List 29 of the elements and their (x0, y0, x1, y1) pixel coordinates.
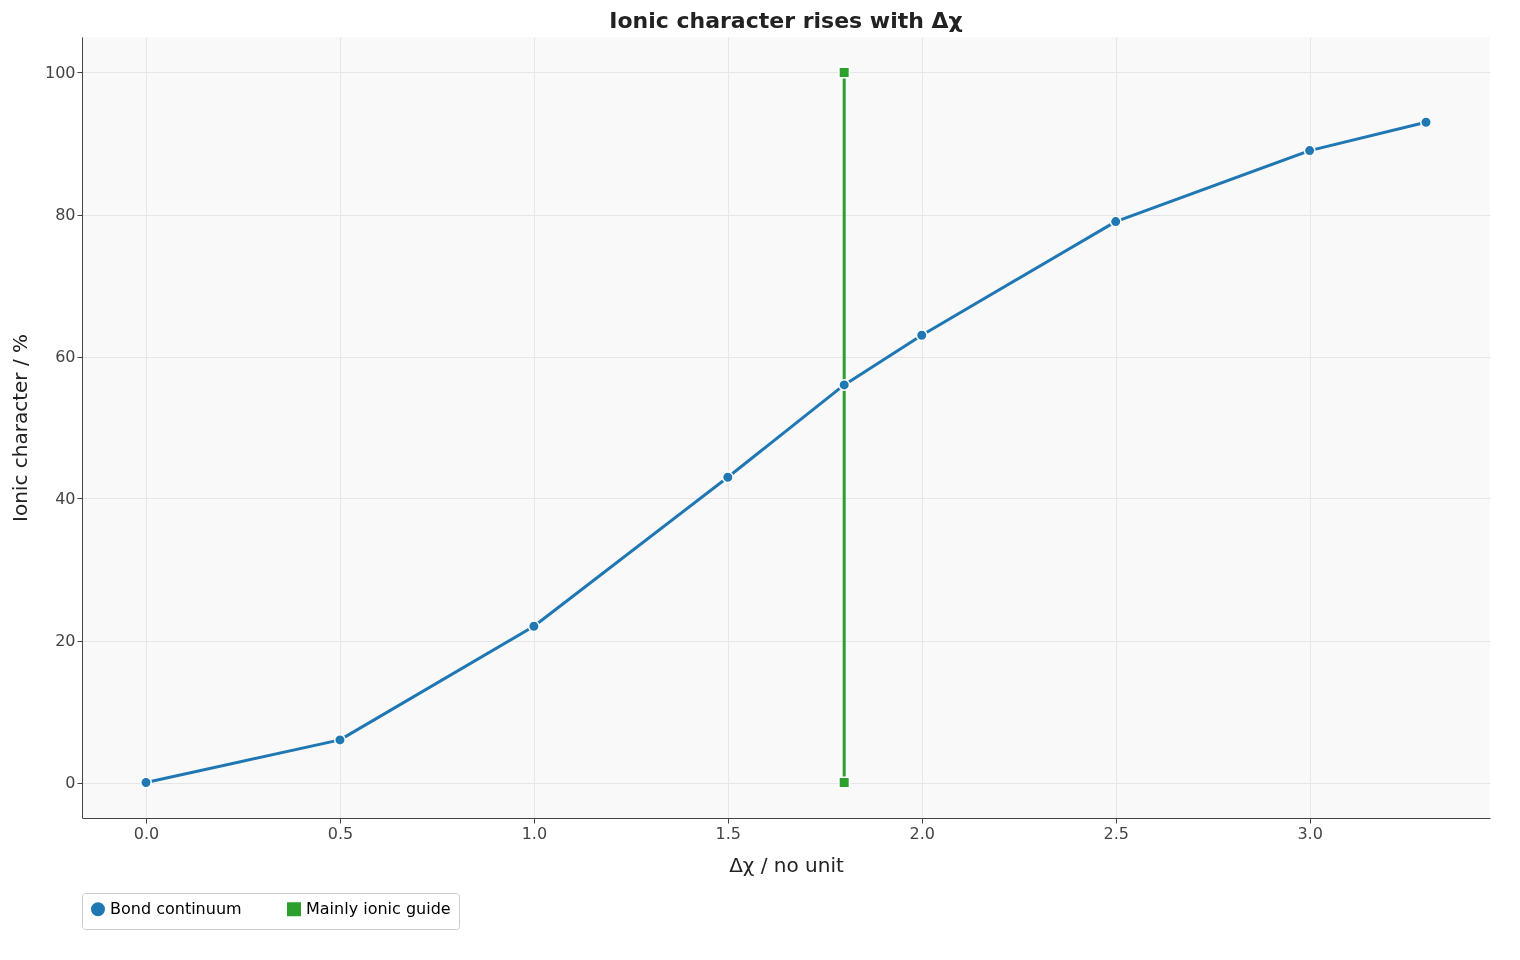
y-tick-label: 100 (44, 63, 76, 82)
y-tick-label: 60 (55, 347, 76, 366)
y-tick-label: 40 (55, 489, 76, 508)
point (140, 776, 152, 789)
y-tick-label: 80 (55, 205, 76, 224)
chart-title: Ionic character rises with Δχ (609, 8, 963, 33)
legend-label: Bond continuum (110, 899, 242, 919)
x-tick-label: 0.5 (327, 823, 354, 843)
point (1109, 215, 1122, 228)
y-axis-title: Ionic character / % (7, 334, 32, 522)
point (333, 733, 346, 746)
point (838, 66, 851, 79)
y-tick-label: 20 (55, 631, 76, 650)
point (527, 620, 540, 633)
point (838, 776, 851, 789)
x-tick-label: 1.0 (521, 823, 548, 843)
x-tick-label: 3.0 (1297, 823, 1323, 843)
point (721, 471, 734, 484)
point (1420, 116, 1432, 129)
x-tick-label: 2.5 (1103, 823, 1129, 843)
x-tick-label: 2.0 (909, 823, 935, 843)
y-tick-label: 0 (65, 773, 76, 792)
x-axis-title: Δχ / no unit (729, 852, 845, 877)
point (838, 378, 851, 391)
point (1303, 144, 1316, 157)
x-tick-label: 1.5 (715, 823, 742, 843)
x-tick-label: 0.0 (133, 823, 160, 843)
point (915, 329, 928, 342)
legend-label: Mainly ionic guide (306, 899, 451, 919)
